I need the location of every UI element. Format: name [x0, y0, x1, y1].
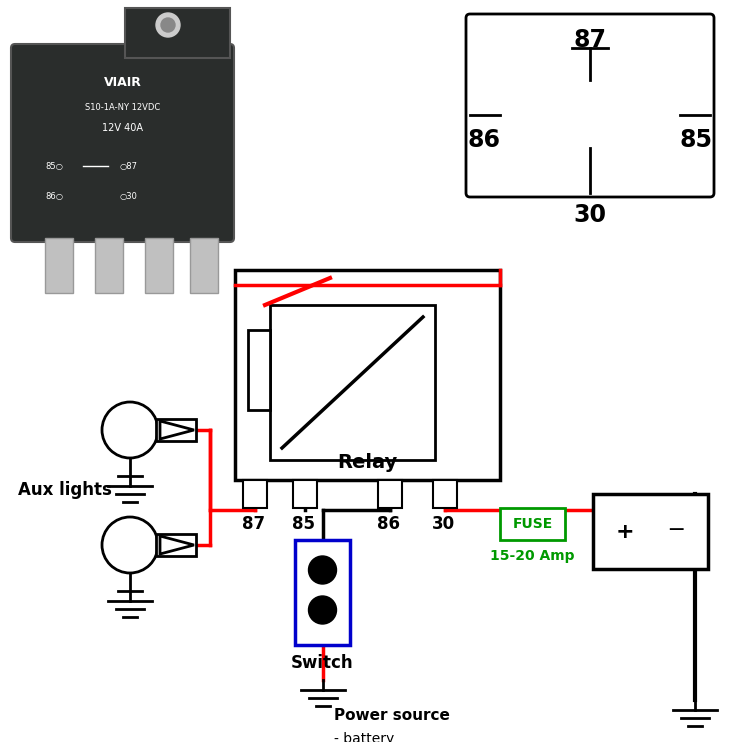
Polygon shape: [160, 421, 194, 439]
Text: Switch: Switch: [291, 654, 354, 672]
Text: 30: 30: [432, 515, 455, 533]
Bar: [95, 238, 123, 293]
Text: 12V 40A: 12V 40A: [102, 123, 143, 133]
Bar: [378, 480, 402, 508]
Bar: [156, 534, 196, 556]
Circle shape: [161, 18, 175, 32]
Circle shape: [156, 13, 180, 37]
Text: 85: 85: [292, 515, 315, 533]
Text: FUSE: FUSE: [512, 517, 553, 531]
Circle shape: [308, 596, 336, 624]
Text: ○30: ○30: [120, 191, 138, 200]
Text: ─: ─: [669, 522, 682, 542]
Circle shape: [102, 517, 158, 573]
Text: 30: 30: [573, 203, 606, 227]
Text: Aux lights: Aux lights: [18, 481, 112, 499]
Text: 86○: 86○: [45, 191, 63, 200]
Polygon shape: [160, 536, 194, 554]
Bar: [295, 540, 350, 645]
Text: +: +: [616, 522, 634, 542]
FancyBboxPatch shape: [466, 14, 714, 197]
Bar: [270, 305, 435, 460]
Bar: [500, 508, 565, 540]
Text: 85○: 85○: [45, 162, 63, 171]
Text: 85: 85: [679, 128, 712, 152]
FancyBboxPatch shape: [11, 44, 234, 242]
Bar: [156, 419, 196, 441]
Text: Relay: Relay: [337, 453, 397, 471]
Text: 15-20 Amp: 15-20 Amp: [490, 549, 575, 563]
Bar: [45, 238, 73, 293]
Bar: [293, 480, 317, 508]
Bar: [235, 270, 500, 480]
Bar: [593, 494, 708, 569]
Bar: [248, 330, 270, 410]
Text: ○87: ○87: [120, 162, 138, 171]
Bar: [125, 8, 230, 58]
Bar: [145, 238, 173, 293]
Bar: [190, 238, 218, 293]
Text: S10-1A-NY 12VDC: S10-1A-NY 12VDC: [85, 103, 160, 113]
Text: 86: 86: [467, 128, 500, 152]
Text: 87: 87: [573, 28, 606, 52]
Bar: [433, 480, 457, 508]
Text: VIAIR: VIAIR: [104, 76, 141, 90]
Text: Power source: Power source: [334, 708, 450, 723]
Bar: [243, 480, 267, 508]
Text: 86: 86: [377, 515, 400, 533]
Circle shape: [308, 556, 336, 584]
Text: 87: 87: [242, 515, 265, 533]
Text: - battery: - battery: [334, 732, 394, 742]
Circle shape: [102, 402, 158, 458]
